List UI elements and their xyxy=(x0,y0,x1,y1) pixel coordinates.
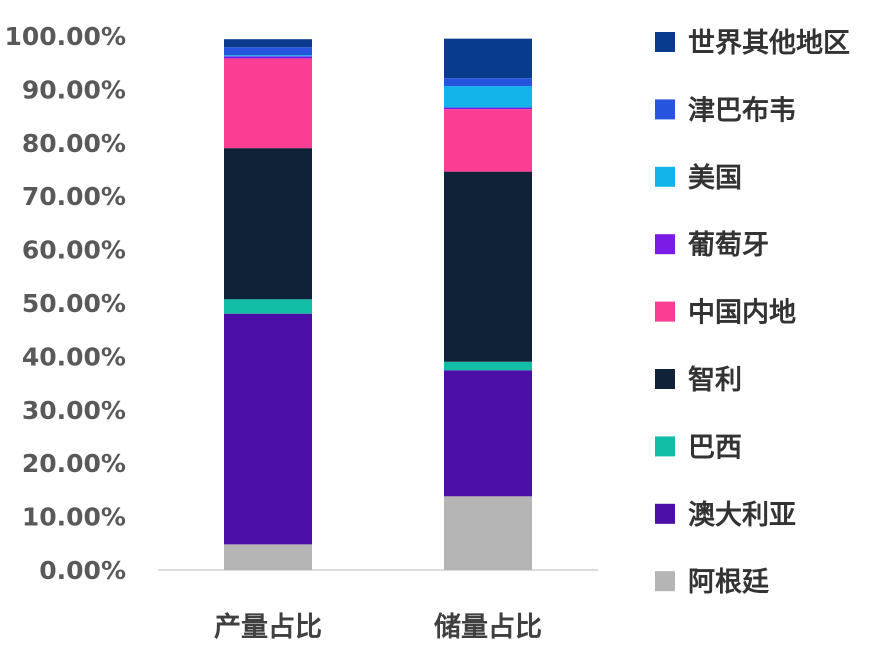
legend-swatch xyxy=(655,436,675,457)
legend-label: 葡萄牙 xyxy=(688,230,769,261)
y-tick-label: 30.00% xyxy=(22,396,126,425)
legend-label: 阿根廷 xyxy=(688,567,769,598)
x-tick-label: 产量占比 xyxy=(214,612,322,643)
y-tick-label: 0.00% xyxy=(39,556,126,585)
y-tick-label: 10.00% xyxy=(22,503,126,532)
legend-swatch xyxy=(655,166,675,187)
bar-segment xyxy=(444,86,532,108)
legend-swatch xyxy=(655,32,675,52)
bar-segment xyxy=(224,299,312,314)
y-tick-label: 20.00% xyxy=(22,449,126,478)
y-axis-ticks: 0.00% 10.00% 20.00% 30.00% 40.00% 50.00% 60.00… xyxy=(4,22,126,585)
bar-segment xyxy=(224,544,312,570)
y-tick-label: 40.00% xyxy=(22,342,126,371)
legend-label: 巴西 xyxy=(688,432,742,463)
y-tick-label: 100.00% xyxy=(4,22,126,51)
y-tick-label: 90.00% xyxy=(22,75,126,104)
bar-segment xyxy=(224,148,312,300)
x-axis-ticks: 产量占比 储量占比 xyxy=(214,612,542,643)
bar-segment xyxy=(224,313,312,545)
bars xyxy=(224,38,532,570)
bar-segment xyxy=(444,78,532,87)
y-tick-label: 50.00% xyxy=(22,289,126,318)
legend-swatch xyxy=(655,571,675,592)
bar-segment xyxy=(444,496,532,570)
bar-segment xyxy=(224,56,312,59)
bar-segment xyxy=(444,107,532,110)
y-tick-label: 80.00% xyxy=(22,129,126,158)
bar-segment xyxy=(224,47,312,56)
bar-segment xyxy=(444,370,532,497)
bar-segment xyxy=(224,58,312,149)
legend-swatch xyxy=(655,369,675,389)
legend-label: 美国 xyxy=(688,162,742,194)
bar-segment xyxy=(224,39,312,48)
legend-label: 津巴布韦 xyxy=(688,95,796,126)
legend-swatch xyxy=(655,99,675,120)
bar-segment xyxy=(224,55,312,57)
y-tick-label: 70.00% xyxy=(22,182,126,211)
y-tick-label: 60.00% xyxy=(22,236,126,265)
legend-swatch xyxy=(655,503,675,524)
bar-segment xyxy=(444,38,532,79)
legend-label: 世界其他地区 xyxy=(688,28,850,59)
legend-swatch xyxy=(655,301,675,322)
legend-label: 智利 xyxy=(688,365,742,396)
bar-segment xyxy=(444,361,532,371)
legend-swatch xyxy=(655,234,675,255)
legend-label: 中国内地 xyxy=(688,298,796,329)
x-tick-label: 储量占比 xyxy=(434,612,542,643)
bar-segment xyxy=(444,171,532,362)
bar-segment xyxy=(444,109,532,172)
legend-label: 澳大利亚 xyxy=(688,500,796,531)
